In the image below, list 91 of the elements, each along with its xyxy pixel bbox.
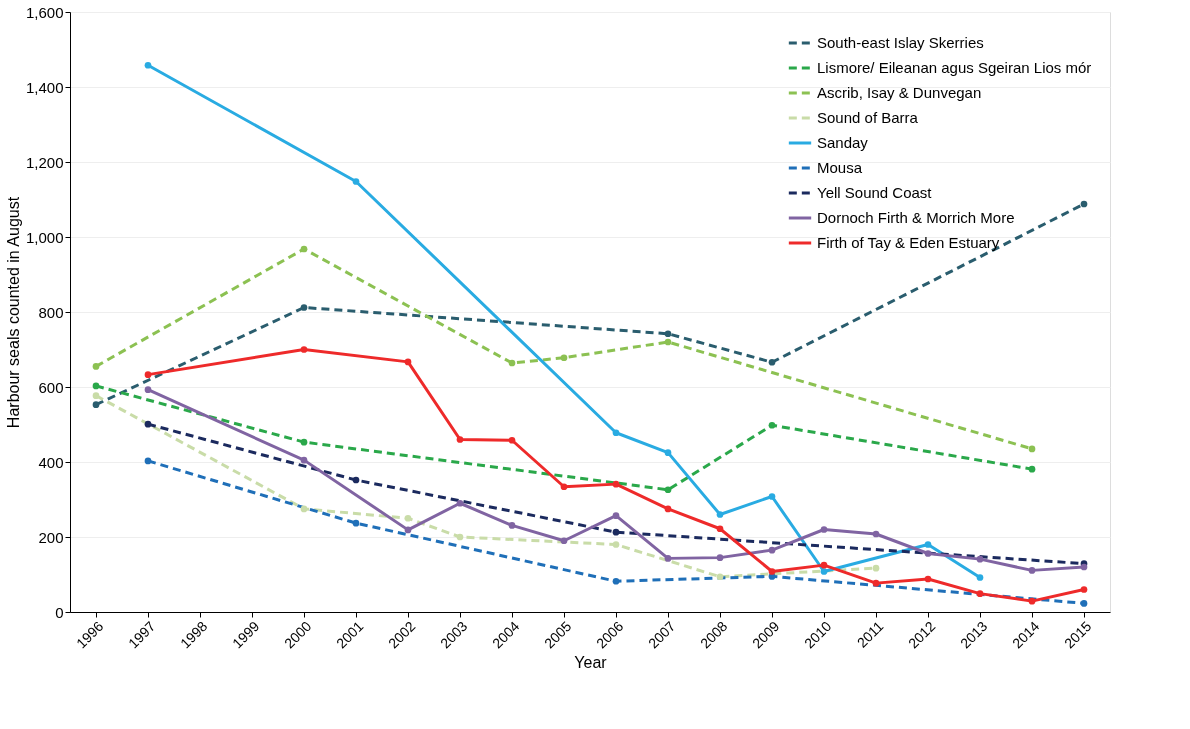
legend-label: Sound of Barra xyxy=(817,109,919,126)
point xyxy=(716,573,724,581)
point xyxy=(1028,567,1036,574)
point xyxy=(144,386,152,393)
y-tick-label: 1,400 xyxy=(25,78,64,96)
point xyxy=(92,392,100,399)
point xyxy=(612,577,620,585)
point xyxy=(508,359,516,367)
point xyxy=(716,511,724,518)
point xyxy=(144,457,152,465)
legend-label: South-east Islay Skerries xyxy=(817,34,984,51)
point xyxy=(664,449,672,456)
point xyxy=(300,456,308,464)
point xyxy=(664,330,672,338)
x-axis-title: Year xyxy=(574,654,608,672)
point xyxy=(976,590,984,597)
point xyxy=(612,429,620,437)
point xyxy=(872,530,880,538)
point xyxy=(768,546,776,554)
point xyxy=(872,564,880,572)
point xyxy=(300,304,308,311)
legend-label: Sanday xyxy=(817,134,869,151)
point xyxy=(1080,586,1088,593)
y-axis-title: Harbour seals counted in August xyxy=(4,196,22,429)
point xyxy=(456,499,464,507)
y-tick-label: 600 xyxy=(38,378,64,396)
point xyxy=(768,568,776,575)
point xyxy=(144,371,152,378)
legend-label: Dornoch Firth & Morrich More xyxy=(817,209,1015,226)
legend-label: Yell Sound Coast xyxy=(817,184,933,201)
y-tick-label: 1,600 xyxy=(25,3,64,21)
point xyxy=(300,346,308,353)
point xyxy=(768,358,776,366)
point xyxy=(768,493,776,500)
point xyxy=(872,579,880,587)
point xyxy=(612,528,620,536)
point xyxy=(404,358,412,366)
point xyxy=(820,568,828,575)
point xyxy=(1080,563,1088,571)
point xyxy=(664,555,672,562)
point xyxy=(300,438,308,446)
point xyxy=(612,541,620,548)
point xyxy=(664,486,672,494)
point xyxy=(508,522,516,529)
point xyxy=(300,245,308,253)
point xyxy=(560,537,568,545)
point xyxy=(768,421,776,429)
y-tick-label: 1,000 xyxy=(25,228,64,246)
y-tick-label: 400 xyxy=(38,453,64,471)
point xyxy=(300,505,308,513)
legend-label: Ascrib, Isay & Dunvegan xyxy=(817,84,982,101)
point xyxy=(144,420,152,428)
y-tick-label: 1,200 xyxy=(25,153,64,171)
point xyxy=(924,550,932,557)
point xyxy=(144,61,152,69)
point xyxy=(1028,445,1036,453)
point xyxy=(716,554,724,561)
y-tick-label: 800 xyxy=(38,303,64,321)
point xyxy=(404,526,412,534)
legend-label: Firth of Tay & Eden Estuary xyxy=(817,234,1000,251)
point xyxy=(560,483,568,491)
point xyxy=(664,338,672,346)
point xyxy=(1080,600,1088,607)
point xyxy=(976,574,984,581)
y-tick-label: 200 xyxy=(38,528,64,546)
point xyxy=(456,436,464,443)
legend-label: Mousa xyxy=(817,159,863,176)
point xyxy=(1080,200,1088,208)
point xyxy=(352,476,360,484)
point xyxy=(1028,597,1036,605)
point xyxy=(1028,465,1036,473)
point xyxy=(716,525,724,533)
point xyxy=(508,436,516,444)
legend-label: Lismore/ Eileanan agus Sgeiran Lios mór xyxy=(817,59,1092,76)
point xyxy=(92,401,100,408)
point xyxy=(664,505,672,513)
point xyxy=(820,526,828,533)
point xyxy=(612,480,620,488)
point xyxy=(92,382,100,390)
point xyxy=(456,533,464,541)
point xyxy=(404,514,412,522)
point xyxy=(92,363,100,370)
point xyxy=(352,519,360,527)
y-tick-label: 0 xyxy=(55,603,64,621)
point xyxy=(560,354,568,362)
point xyxy=(976,555,984,563)
point xyxy=(924,575,932,583)
point xyxy=(612,512,620,519)
point xyxy=(352,178,360,185)
point xyxy=(924,541,932,548)
point xyxy=(820,561,828,569)
